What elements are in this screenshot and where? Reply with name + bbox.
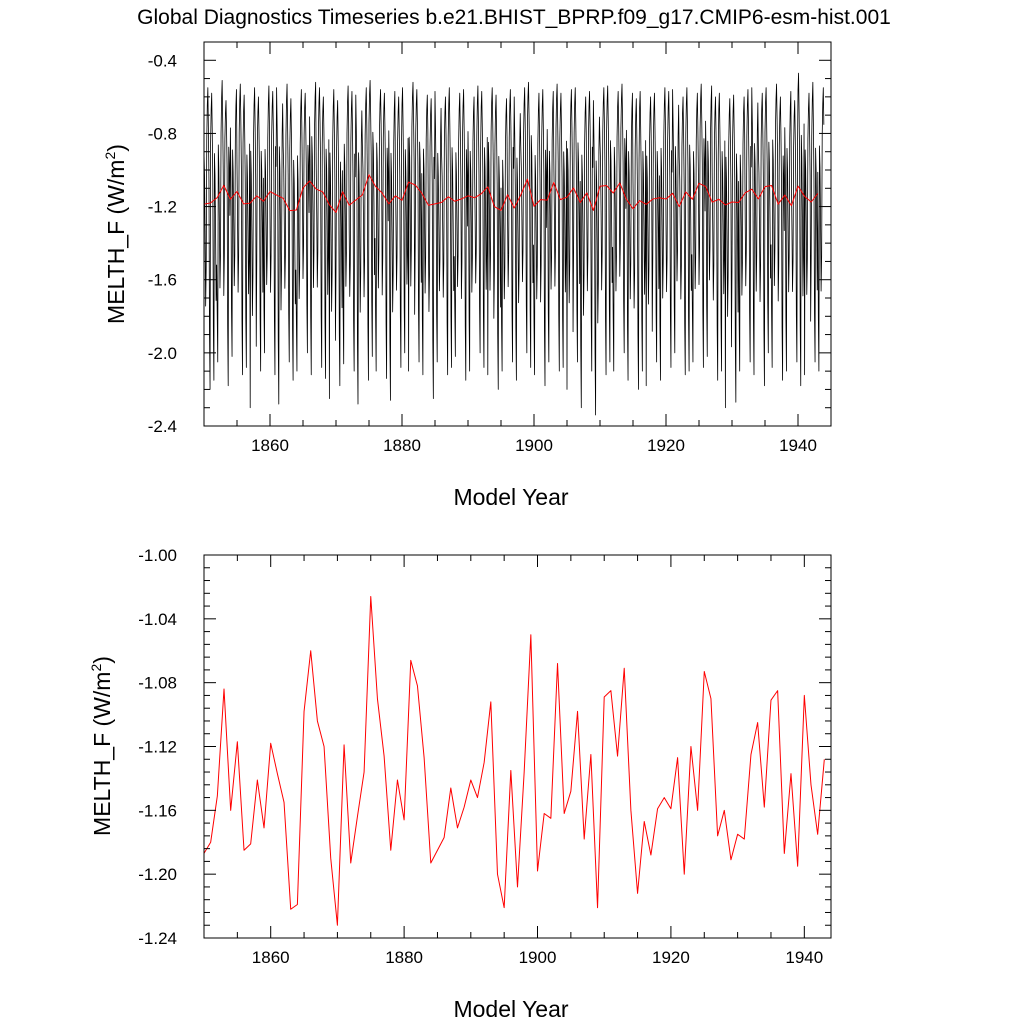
bottom-y-tick-label: -1.04 <box>138 610 177 629</box>
top-x-tick-label: 1880 <box>383 436 421 455</box>
top-series-line-1 <box>203 174 819 213</box>
top-plot-marks <box>203 72 825 416</box>
top-y-tick-label: -0.8 <box>148 124 177 143</box>
bottom-y-tick-label: -1.08 <box>138 674 177 693</box>
top-axis-ticks: 1860 1880 1900 1920 1940 -0.4 -0.8 -1.2 -1.6 -2.0… <box>148 41 832 455</box>
bottom-x-tick-label: 1860 <box>252 948 290 967</box>
bottom-y-tick-label: -1.20 <box>138 865 177 884</box>
top-x-tick-label: 1900 <box>515 436 553 455</box>
top-x-axis-label: Model Year <box>453 484 568 510</box>
bottom-y-label-sup: 2 <box>88 664 104 672</box>
top-x-tick-label: 1940 <box>779 436 817 455</box>
bottom-y-tick-label: -1.00 <box>138 546 177 565</box>
bottom-y-tick-label: -1.12 <box>138 738 177 757</box>
bottom-series-line-0 <box>203 595 825 926</box>
bottom-plot-marks <box>203 595 825 926</box>
bottom-y-axis-label: MELTH_F (W/m2) <box>88 656 115 836</box>
top-panel: 1860 1880 1900 1920 1940 -0.4 -0.8 -1.2 -1.6 -2.0… <box>102 41 832 510</box>
top-y-label-sup: 2 <box>102 152 118 160</box>
chart-title: Global Diagnostics Timeseries b.e21.BHIS… <box>137 6 891 29</box>
bottom-y-tick-label: -1.24 <box>138 929 177 948</box>
top-y-label-close: ) <box>103 144 129 152</box>
top-x-tick-label: 1920 <box>647 436 685 455</box>
bottom-y-tick-label: -1.16 <box>138 801 177 820</box>
bottom-x-tick-label: 1900 <box>519 948 557 967</box>
bottom-panel: 1860 1880 1900 1920 1940 -1.00 -1.04 -1.08 -1.12… <box>88 546 832 1022</box>
bottom-x-axis-label: Model Year <box>453 996 568 1022</box>
top-y-tick-label: -1.6 <box>148 271 177 290</box>
top-y-axis-label: MELTH_F (W/m2) <box>102 144 129 324</box>
top-y-tick-label: -0.4 <box>148 51 177 70</box>
top-y-tick-label: -1.2 <box>148 198 177 217</box>
top-y-tick-label: -2.4 <box>148 417 177 436</box>
top-x-tick-label: 1860 <box>251 436 289 455</box>
bottom-x-tick-label: 1920 <box>652 948 690 967</box>
bottom-y-label-close: ) <box>89 656 115 664</box>
top-y-tick-label: -2.0 <box>148 344 177 363</box>
bottom-x-tick-label: 1940 <box>785 948 823 967</box>
bottom-y-label-base: MELTH_F (W/m <box>89 672 115 836</box>
bottom-x-tick-label: 1880 <box>385 948 423 967</box>
top-plot-frame <box>203 41 832 427</box>
bottom-axis-ticks: 1860 1880 1900 1920 1940 -1.00 -1.04 -1.08 -1.12… <box>138 546 831 967</box>
top-series-line-0 <box>203 72 825 416</box>
top-y-label-base: MELTH_F (W/m <box>103 160 129 324</box>
